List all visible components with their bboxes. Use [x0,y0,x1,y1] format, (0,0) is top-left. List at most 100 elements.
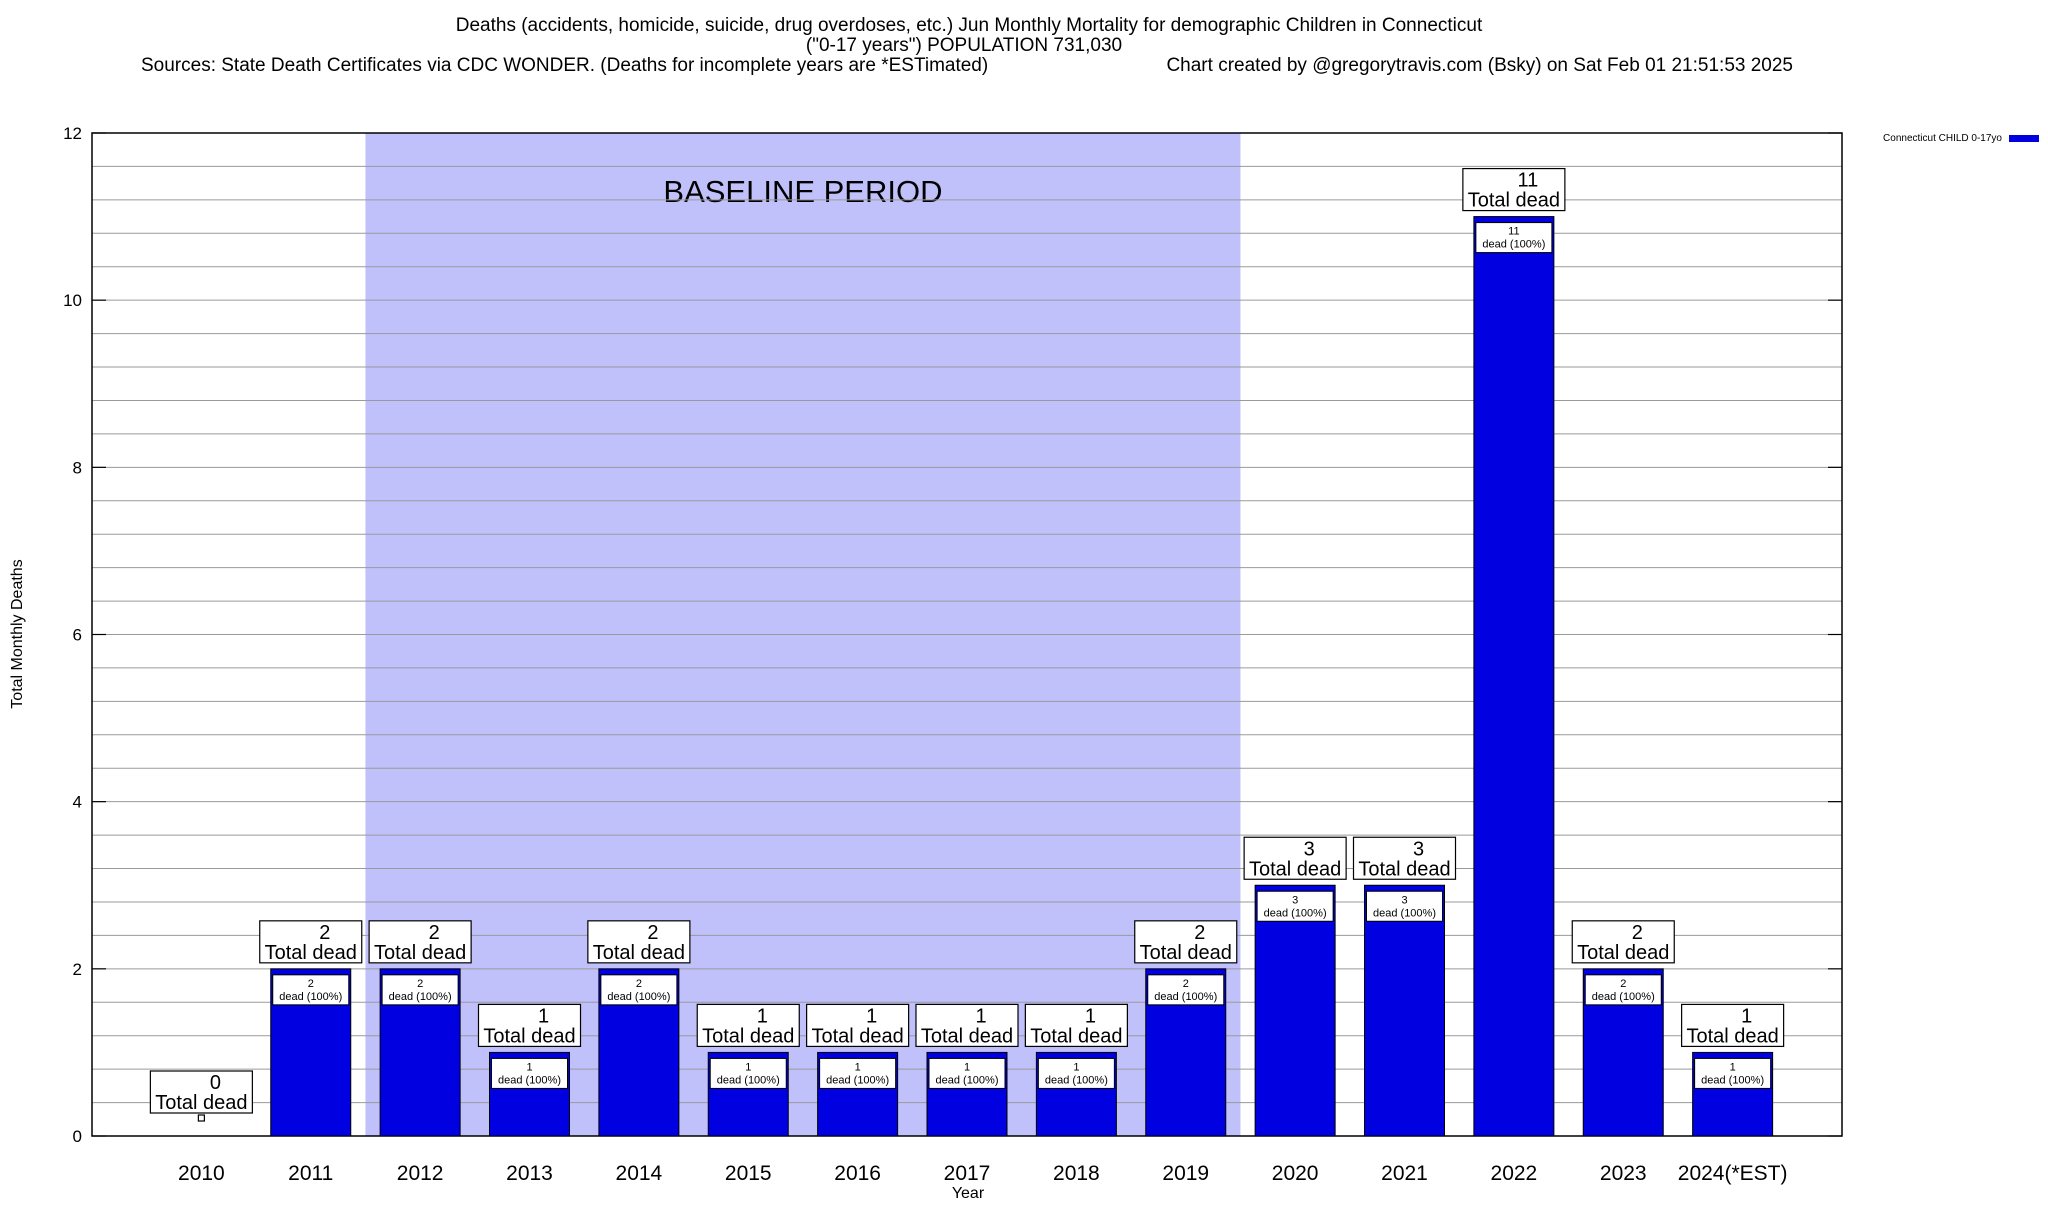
bar-total-label: Total dead [702,1025,794,1047]
x-tick-label: 2010 [178,1162,225,1185]
x-tick-label: 2021 [1381,1162,1428,1185]
bar-total-label: Total dead [811,1025,903,1047]
y-tick-label: 2 [73,960,82,979]
x-axis-label: Year [952,1185,985,1200]
bar-inner-label: dead (100%) [1264,907,1327,919]
bar-total-label-box [368,920,472,964]
bar-inner-count: 1 [964,1061,970,1073]
bar-total-label-box [259,920,363,964]
chart-sources: Sources: State Death Certificates via CD… [141,55,988,76]
x-tick-label: 2011 [288,1162,333,1185]
bar [1254,884,1336,1137]
bar-inner-label: dead (100%) [717,1074,780,1086]
bar-total-count: 1 [538,1005,549,1027]
y-tick-label: 4 [73,793,82,812]
bar-total-label: Total dead [265,942,357,964]
bar-inner-label: dead (100%) [1373,907,1436,919]
bar-total-label-box [587,920,691,964]
bar-inner-count: 2 [308,978,314,990]
bar-total-label-box [477,1003,582,1048]
y-tick-label: 10 [63,291,82,310]
y-tick-label: 12 [63,124,82,143]
bar-inner-label: dead (100%) [389,991,452,1003]
y-axis-label: Total Monthly Deaths [9,559,26,708]
bar-inner-label-box [1147,974,1225,1006]
bar-total-label: Total dead [1686,1025,1778,1047]
bar-total-label-box [806,1003,910,1048]
bar-inner-count: 3 [1401,894,1407,906]
bar-inner-label-box [1475,222,1553,254]
bar-inner-label: dead (100%) [1154,991,1217,1003]
x-tick-label: 2023 [1600,1162,1647,1185]
bar-total-count: 11 [1517,170,1538,192]
bar-total-label: Total dead [921,1025,1013,1047]
bar-total-label-box [1462,167,1566,212]
bar [1473,216,1555,1137]
bar-total-count: 1 [975,1005,986,1027]
bar-inner-label-box [1366,890,1443,922]
bar-inner-label-box [709,1057,787,1089]
bar-inner-label-box [381,974,459,1006]
bar-inner-count: 2 [417,978,423,990]
chart-credit: Chart created by @gregorytravis.com (Bsk… [1166,55,1793,76]
bar-inner-label: dead (100%) [498,1074,561,1086]
bar-inner-label-box [600,974,678,1006]
x-tick-label: 2024(*EST) [1678,1162,1788,1185]
bar-inner-count: 1 [526,1061,532,1073]
y-tick-label: 6 [73,626,82,645]
y-tick-label: 0 [73,1127,82,1146]
x-tick-label: 2013 [506,1162,553,1185]
bar-total-label-box [1571,920,1675,964]
bar-total-count: 3 [1304,838,1315,860]
bar-inner-count: 2 [636,978,642,990]
bar-total-count: 2 [647,922,658,944]
bar-total-label: Total dead [1249,858,1341,880]
bar-total-label: Total dead [483,1025,575,1047]
bar-total-count: 0 [210,1072,221,1094]
bar-total-label-box [1352,836,1457,880]
legend-swatch [2009,135,2039,142]
bar-inner-label-box [1584,974,1662,1006]
bar-total-label: Total dead [155,1092,247,1114]
bar-total-label: Total dead [1030,1025,1122,1047]
bar-inner-count: 1 [745,1061,751,1073]
x-tick-label: 2018 [1053,1162,1100,1185]
bar-inner-label-box [491,1057,568,1089]
bar-inner-label: dead (100%) [1045,1074,1108,1086]
x-tick-label: 2017 [944,1162,991,1185]
x-tick-label: 2022 [1491,1162,1538,1185]
bar-inner-count: 2 [1183,978,1189,990]
bar-total-count: 2 [319,922,330,944]
bar-inner-label-box [1037,1057,1115,1089]
baseline-period-label: BASELINE PERIOD [663,174,942,209]
bar-inner-count: 3 [1292,894,1298,906]
bar-inner-label: dead (100%) [826,1074,889,1086]
bar-total-count: 3 [1413,838,1424,860]
bar-inner-label: dead (100%) [936,1074,999,1086]
x-tick-label: 2014 [616,1162,663,1185]
x-tick-label: 2015 [725,1162,772,1185]
bar-inner-count: 1 [1730,1061,1736,1073]
y-tick-label: 8 [73,458,82,477]
legend-label: Connecticut CHILD 0-17yo [1883,133,2002,144]
bar-inner-label-box [1256,890,1334,922]
bar-inner-label-box [819,1057,897,1089]
bar-inner-label-box [928,1057,1006,1089]
bar-inner-label: dead (100%) [279,991,342,1003]
bar-inner-label: dead (100%) [1592,991,1655,1003]
x-tick-label: 2012 [397,1162,444,1185]
x-tick-label: 2016 [834,1162,881,1185]
bar-total-label-box [1243,836,1347,880]
bar-inner-label-box [1694,1057,1772,1089]
bar-total-label-box [915,1003,1019,1048]
bar-total-count: 2 [429,922,440,944]
bar-total-label-box [149,1070,253,1114]
chart-subtitle: ("0-17 years") POPULATION 731,030 [806,35,1122,56]
bar-inner-count: 1 [855,1061,861,1073]
bar-total-label: Total dead [1140,942,1232,964]
bar-inner-label: dead (100%) [1701,1074,1764,1086]
bar-total-label: Total dead [1468,190,1560,212]
chart-title: Deaths (accidents, homicide, suicide, dr… [456,15,1483,36]
